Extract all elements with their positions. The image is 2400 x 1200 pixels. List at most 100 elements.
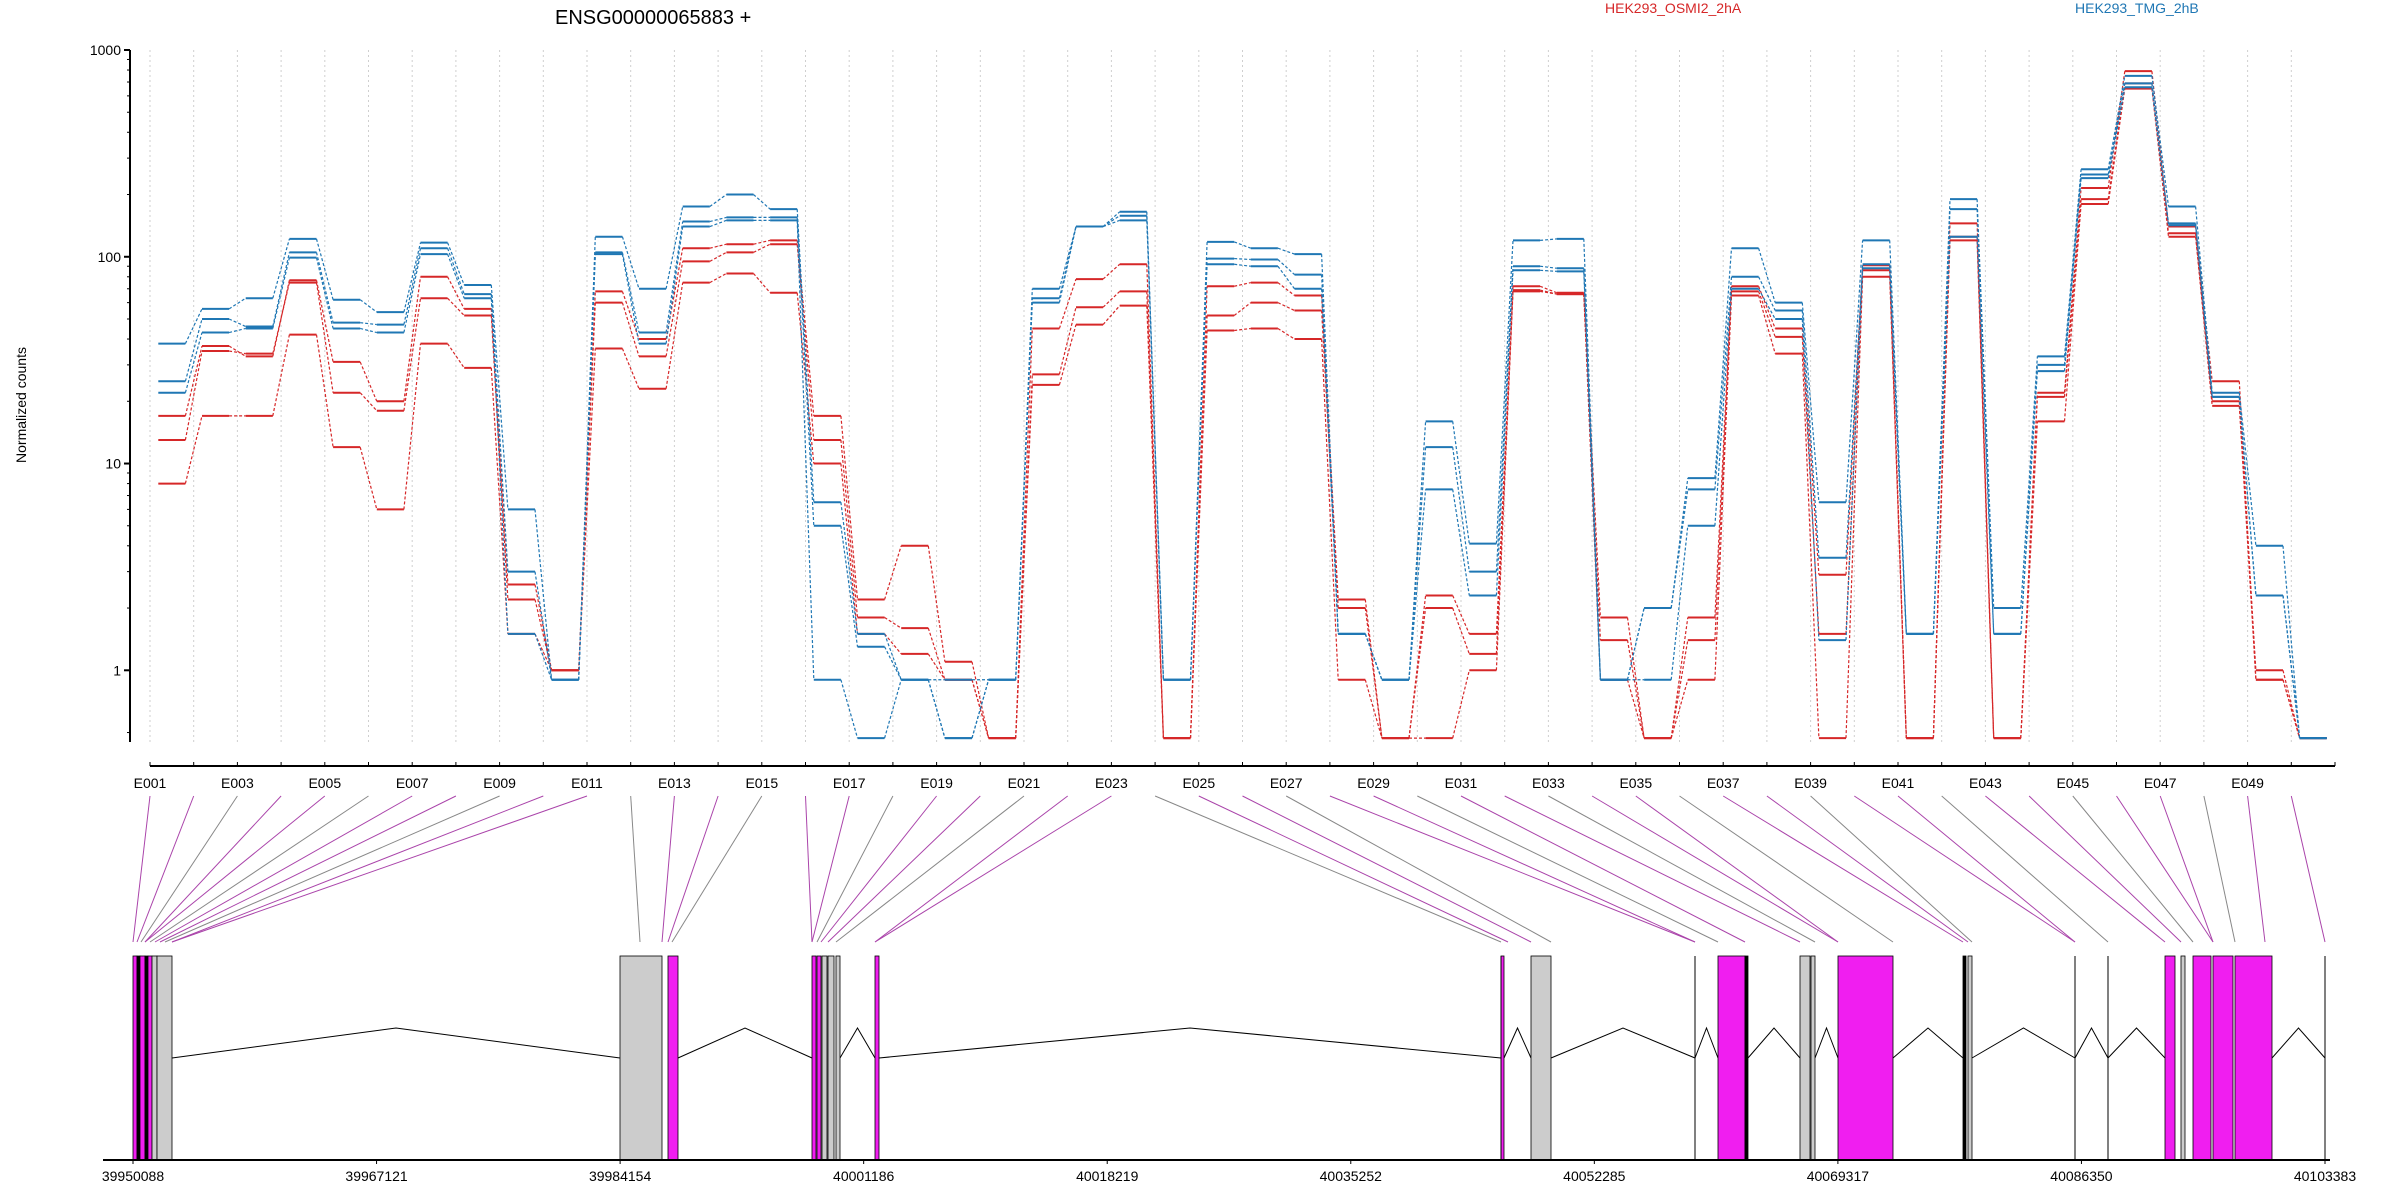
value-connector [2107,87,2126,179]
exon-tick-label: E037 [1707,775,1740,791]
value-connector [1234,327,1251,332]
value-connector [1277,282,1295,296]
value-connector [2063,169,2082,357]
value-connector [1364,633,1383,680]
value-connector [1102,263,1121,280]
value-connector [315,280,334,363]
value-connector [1540,269,1557,272]
exon-tick-label: E029 [1357,775,1390,791]
y-tick-label: 1000 [90,42,121,58]
value-connector [1758,291,1776,338]
value-connector [796,244,815,441]
exon-block [1837,955,1894,1161]
value-connector [184,345,203,417]
value-connector [971,679,990,739]
exon-link-line [1373,795,1696,943]
value-connector [229,350,246,355]
value-connector [184,350,203,441]
value-connector [1146,211,1165,680]
value-connector [1714,286,1733,618]
value-connector [2282,545,2301,739]
value-connector [1758,295,1776,354]
exon-link-line [149,795,369,943]
value-connector [1758,248,1776,303]
value-connector [971,661,990,739]
value-connector [184,415,203,484]
value-connector [1364,607,1383,739]
value-connector [1015,288,1033,680]
value-connector [1320,339,1339,680]
value-connector [403,343,422,510]
exon-link-line [2116,795,2214,943]
value-connector [1801,318,1820,641]
value-connector [403,298,422,411]
value-connector [2107,83,2126,175]
exon-block [1744,955,1749,1161]
value-connector [927,627,946,680]
intron-line [2074,1026,2109,1059]
value-connector [1102,215,1121,228]
exon-link-line [1548,795,1816,943]
value-connector [1234,257,1251,261]
value-connector [1102,305,1121,325]
intron-line [171,1027,621,1059]
value-connector [1277,302,1295,311]
value-connector [1495,240,1514,544]
value-connector [1714,291,1733,641]
exon-link-line [1591,795,1839,943]
exon-block [132,955,138,1161]
exon-block [619,955,663,1161]
value-connector [665,248,684,340]
value-connector [796,217,815,526]
value-connector [1015,374,1033,739]
value-connector [447,297,465,316]
value-connector [447,248,465,295]
value-connector [884,617,902,629]
value-connector [884,633,902,680]
value-connector [2238,392,2257,546]
legend-label-osmi2: HEK293_OSMI2_2hA [1605,0,1742,16]
value-connector [359,361,378,402]
value-connector [2282,679,2301,739]
exon-tick-label: E015 [745,775,778,791]
exon-block [1530,955,1552,1161]
value-connector [1539,289,1557,295]
exon-block [1799,955,1811,1161]
value-connector [447,276,465,310]
value-connector [2020,392,2039,739]
value-connector [447,242,465,286]
value-connector [1845,268,1864,641]
exon-gridlines [149,50,2292,742]
value-connector [1452,595,1470,635]
exon-link-line [1722,795,1964,943]
value-connector [840,502,859,634]
exon-link-line [816,795,894,943]
exon-tick-label: E035 [1619,775,1652,791]
value-connector [840,679,859,739]
value-connector [2107,88,2126,205]
exon-link-line [132,795,151,943]
value-connector [1408,421,1427,680]
value-connector [1626,617,1645,739]
value-connector [2282,670,2301,739]
genomic-tick-label: 40018219 [1076,1168,1139,1184]
exon-tick-label: E007 [396,775,429,791]
exon-connector-lines [132,795,2326,943]
exon-block [821,955,828,1161]
exon-block [816,955,822,1161]
y-tick-label: 1 [113,662,121,678]
value-connector [709,243,727,249]
value-connector [2063,203,2082,422]
exon-link-line [2159,795,2214,943]
value-connector [1452,421,1470,544]
value-connector [1146,291,1165,739]
value-connector [1408,607,1427,739]
value-connector [1277,259,1295,276]
exon-tick-label: E021 [1008,775,1041,791]
exon-link-line [1941,795,2109,943]
exon-tick-label: E005 [308,775,341,791]
value-connector [709,251,727,262]
exon-link-line [1897,795,2076,943]
value-connector [709,194,727,208]
value-connector [1540,290,1557,295]
